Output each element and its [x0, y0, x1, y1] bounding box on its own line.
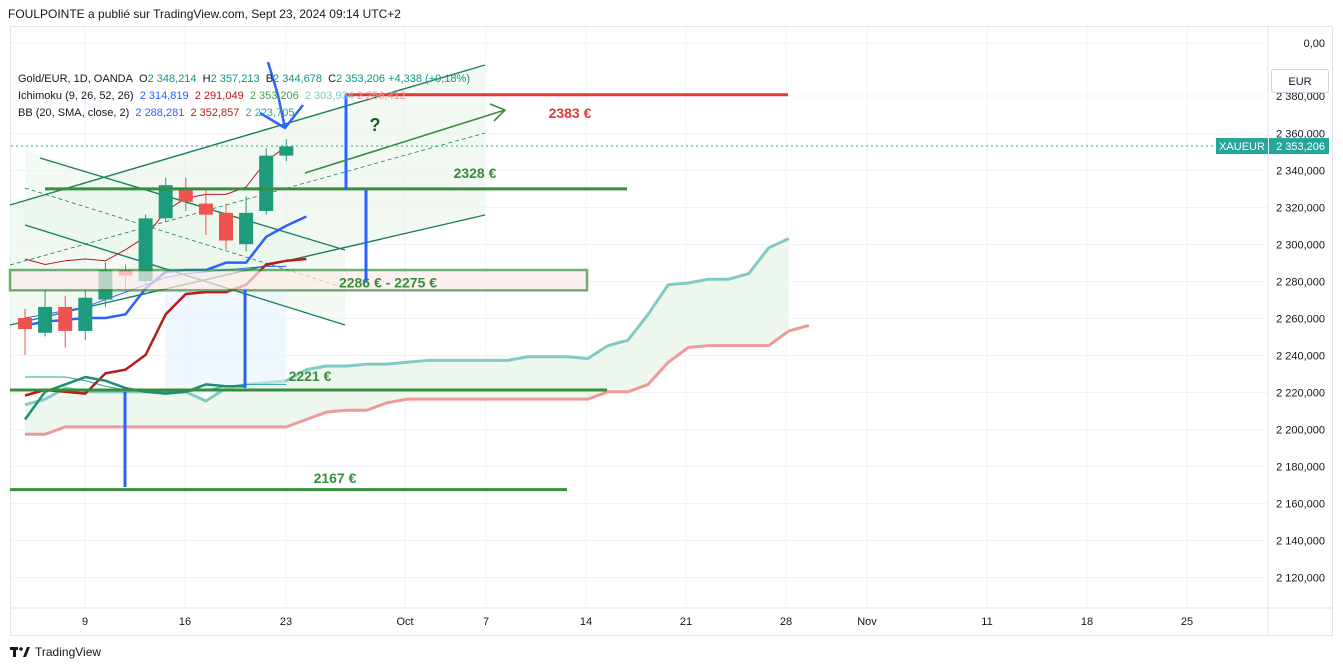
price-tick-label: 2 220,000	[1276, 388, 1325, 400]
cloud-fill	[25, 238, 789, 435]
candle-body	[78, 297, 93, 331]
level-label: 2383 €	[549, 105, 592, 121]
bb-value-1: 2 288,281	[135, 107, 185, 119]
candle-body	[138, 218, 153, 282]
legend-bb-label[interactable]: BB (20, SMA, close, 2)	[18, 107, 130, 119]
symbol-tag-box	[1216, 138, 1268, 155]
blue-arrow-shaft	[266, 61, 287, 129]
axes: 0,00 2 380,000 2 360,000 2 340,000 2 320,000…	[11, 27, 1333, 635]
price-tick-label: 2 280,000	[1276, 277, 1325, 289]
ichimoku-value-1: 2 314,819	[139, 90, 189, 102]
time-tick-label: 23	[280, 616, 292, 628]
legend-ichimoku-line: Ichimoku (9, 26, 52, 26) 2 314,819 2 291…	[18, 88, 470, 105]
chart-frame[interactable]	[10, 26, 1333, 636]
price-tick-label: 2 240,000	[1276, 351, 1325, 363]
legend-open: 2 348,214	[147, 73, 197, 85]
time-tick-label: 11	[981, 616, 992, 628]
candle-body	[279, 146, 294, 156]
support-zone	[8, 268, 589, 292]
time-tick-label: 14	[580, 616, 592, 628]
time-tick-label: 18	[1081, 616, 1093, 628]
legend-close: 2 353,206	[336, 73, 385, 85]
legend-change: +4,338 (+0,18%)	[388, 73, 470, 85]
legend-high: 2 357,213	[210, 73, 260, 85]
legend-low: 2 344,678	[273, 73, 322, 85]
projection-arrow-head	[489, 103, 507, 122]
price-tag-label: 2 353,206	[1276, 141, 1325, 153]
currency-button[interactable]: EUR	[1271, 69, 1329, 93]
question-mark-label: ?	[370, 115, 381, 135]
candle-body	[178, 188, 193, 202]
price-tick-label: 2 340,000	[1276, 166, 1325, 178]
price-tick-label: 2 180,000	[1276, 462, 1325, 474]
price-tick-label: 2 300,000	[1276, 240, 1325, 252]
blue-arrow-head	[259, 104, 304, 130]
candle-body	[239, 212, 254, 245]
time-tick-label: 21	[680, 616, 692, 628]
symbol-tag-label: XAUEUR	[1219, 141, 1265, 153]
channel-upper-line	[9, 64, 486, 206]
level-label: 2167 €	[314, 470, 357, 486]
ichimoku-value-2: 2 291,049	[194, 90, 244, 102]
time-tick-label: 16	[179, 616, 191, 628]
price-tick-label: 0,00	[1304, 38, 1325, 50]
support-zone-label: 2286 € - 2275 €	[339, 274, 437, 290]
price-tick-label: 2 200,000	[1276, 425, 1325, 437]
projection-arrow-shaft	[304, 109, 506, 174]
drawings-front: 2383 € 2328 € 2221 € 2167 € 2286 € - 2275 €?	[8, 61, 1268, 492]
price-tick-label: 2 160,000	[1276, 499, 1325, 511]
price-tick-label: 2 260,000	[1276, 314, 1325, 326]
candle-body	[38, 306, 53, 333]
channel-mid-line	[9, 132, 486, 266]
candle-body	[219, 212, 233, 241]
publish-header: FOULPOINTE a publié sur TradingView.com,…	[8, 7, 401, 21]
bb-value-2: 2 352,857	[190, 107, 240, 119]
level-label: 2328 €	[454, 165, 497, 181]
time-tick-label: 25	[1181, 616, 1193, 628]
ichimoku-value-3: 2 353,206	[249, 90, 299, 102]
price-tick-label: 2 320,000	[1276, 203, 1325, 215]
ichimoku-value-4: 2 303,934	[304, 90, 354, 102]
level-label: 2221 €	[289, 368, 332, 384]
price-tick-label: 2 360,000	[1276, 129, 1325, 141]
bb-value-3: 2 223,705	[245, 107, 295, 119]
time-tick-label: Nov	[857, 616, 877, 628]
legend-ichimoku-label[interactable]: Ichimoku (9, 26, 52, 26)	[18, 90, 134, 102]
time-tick-label: Oct	[396, 616, 413, 628]
time-tick-label: 28	[780, 616, 792, 628]
candle-body	[18, 318, 32, 330]
candle-body	[259, 155, 274, 211]
footer-brand[interactable]: TradingView	[10, 645, 101, 659]
candle-body	[198, 203, 213, 215]
leading-span-b	[25, 323, 810, 436]
price-tick-label: 2 380,000	[1276, 91, 1325, 103]
falling-upper-line	[39, 157, 346, 251]
candle-body	[158, 185, 173, 219]
ichimoku-value-5: 2 256,412	[356, 90, 406, 102]
rising-channel-fill	[10, 65, 485, 325]
legend: Gold/EUR, 1D, OANDA O2 348,214 H2 357,21…	[18, 71, 470, 122]
legend-symbol[interactable]: Gold/EUR, 1D, OANDA	[18, 73, 133, 85]
legend-symbol-line: Gold/EUR, 1D, OANDA O2 348,214 H2 357,21…	[18, 73, 470, 85]
footer-brand-label: TradingView	[35, 645, 102, 659]
price-tick-label: 2 140,000	[1276, 536, 1325, 548]
legend-bb-line: BB (20, SMA, close, 2) 2 288,281 2 352,8…	[18, 105, 470, 122]
price-tick-label: 2 120,000	[1276, 573, 1325, 585]
bb-highlight-box	[165, 285, 285, 390]
price-tag-box	[1269, 138, 1329, 155]
candle-body	[58, 306, 73, 331]
time-tick-label: 7	[483, 616, 489, 628]
tradingview-logo-icon	[10, 647, 30, 657]
time-tick-label: 9	[82, 616, 88, 628]
